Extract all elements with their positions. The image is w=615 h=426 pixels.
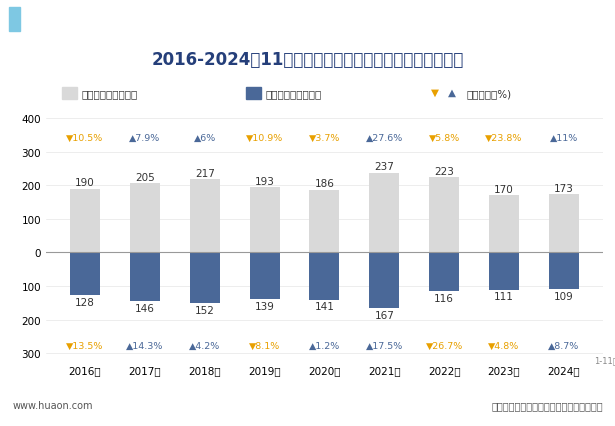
Text: 223: 223 <box>434 166 454 176</box>
Text: 同比增速（%): 同比增速（%) <box>466 89 511 99</box>
Text: ▲6%: ▲6% <box>194 134 216 143</box>
Bar <box>190 253 220 304</box>
Text: ▲8.7%: ▲8.7% <box>548 341 579 350</box>
Text: ▲1.2%: ▲1.2% <box>309 341 340 350</box>
Text: www.huaon.com: www.huaon.com <box>12 400 93 410</box>
Bar <box>429 253 459 292</box>
Text: ▲27.6%: ▲27.6% <box>366 134 403 143</box>
Text: 205: 205 <box>135 173 155 182</box>
Text: 139: 139 <box>255 301 274 311</box>
Text: ▼10.5%: ▼10.5% <box>66 134 104 143</box>
Text: ▼8.1%: ▼8.1% <box>249 341 280 350</box>
Text: 数据来源：中国海关；华经产业研究院整理: 数据来源：中国海关；华经产业研究院整理 <box>491 400 603 410</box>
FancyBboxPatch shape <box>62 88 77 100</box>
Bar <box>70 189 100 253</box>
Bar <box>489 253 519 290</box>
FancyBboxPatch shape <box>9 8 20 32</box>
Text: 237: 237 <box>375 161 394 172</box>
Text: 186: 186 <box>314 179 335 189</box>
Bar <box>489 196 519 253</box>
Text: 128: 128 <box>75 297 95 307</box>
Text: ▼10.9%: ▼10.9% <box>246 134 283 143</box>
Text: ▲4.2%: ▲4.2% <box>189 341 220 350</box>
Text: ▼13.5%: ▼13.5% <box>66 341 104 350</box>
Bar <box>190 180 220 253</box>
Text: 2016-2024年11月厦门经济特区外商投资企业进、出口额: 2016-2024年11月厦门经济特区外商投资企业进、出口额 <box>151 51 464 69</box>
Text: ▼3.7%: ▼3.7% <box>309 134 340 143</box>
Text: 141: 141 <box>314 302 335 312</box>
Text: ▼: ▼ <box>430 87 438 97</box>
Bar <box>429 178 459 253</box>
Text: 1-11月: 1-11月 <box>593 356 615 365</box>
Bar <box>250 253 280 299</box>
Text: 进口总额（亿美元）: 进口总额（亿美元） <box>266 89 322 99</box>
Bar <box>549 253 579 289</box>
Text: 152: 152 <box>195 305 215 315</box>
Text: 109: 109 <box>554 291 574 301</box>
Bar <box>549 195 579 253</box>
Bar <box>309 253 339 300</box>
Text: 111: 111 <box>494 292 514 302</box>
Bar <box>70 253 100 296</box>
Bar <box>369 173 399 253</box>
Text: 193: 193 <box>255 176 274 187</box>
Text: ▲: ▲ <box>448 87 456 97</box>
Text: 出口总额（亿美元）: 出口总额（亿美元） <box>81 89 137 99</box>
Text: 173: 173 <box>554 183 574 193</box>
Text: ▲17.5%: ▲17.5% <box>366 341 403 350</box>
FancyBboxPatch shape <box>246 88 261 100</box>
Text: ▲11%: ▲11% <box>550 134 578 143</box>
Text: ▲7.9%: ▲7.9% <box>129 134 161 143</box>
Text: 116: 116 <box>434 293 454 303</box>
Text: 190: 190 <box>75 177 95 187</box>
Text: 华经情报网: 华经情报网 <box>26 14 61 27</box>
Text: ▼4.8%: ▼4.8% <box>488 341 520 350</box>
Text: ▼5.8%: ▼5.8% <box>429 134 460 143</box>
Bar <box>130 184 160 253</box>
Bar <box>250 188 280 253</box>
Text: 167: 167 <box>375 311 394 320</box>
Text: 专业严谨 ● 客观科学: 专业严谨 ● 客观科学 <box>531 15 597 25</box>
Bar <box>309 190 339 253</box>
Text: 217: 217 <box>195 168 215 178</box>
Text: 146: 146 <box>135 303 155 313</box>
Text: ▲14.3%: ▲14.3% <box>126 341 164 350</box>
Text: ▼23.8%: ▼23.8% <box>485 134 523 143</box>
Bar <box>130 253 160 302</box>
Text: ▼26.7%: ▼26.7% <box>426 341 462 350</box>
Text: 170: 170 <box>494 184 514 194</box>
Bar <box>369 253 399 309</box>
